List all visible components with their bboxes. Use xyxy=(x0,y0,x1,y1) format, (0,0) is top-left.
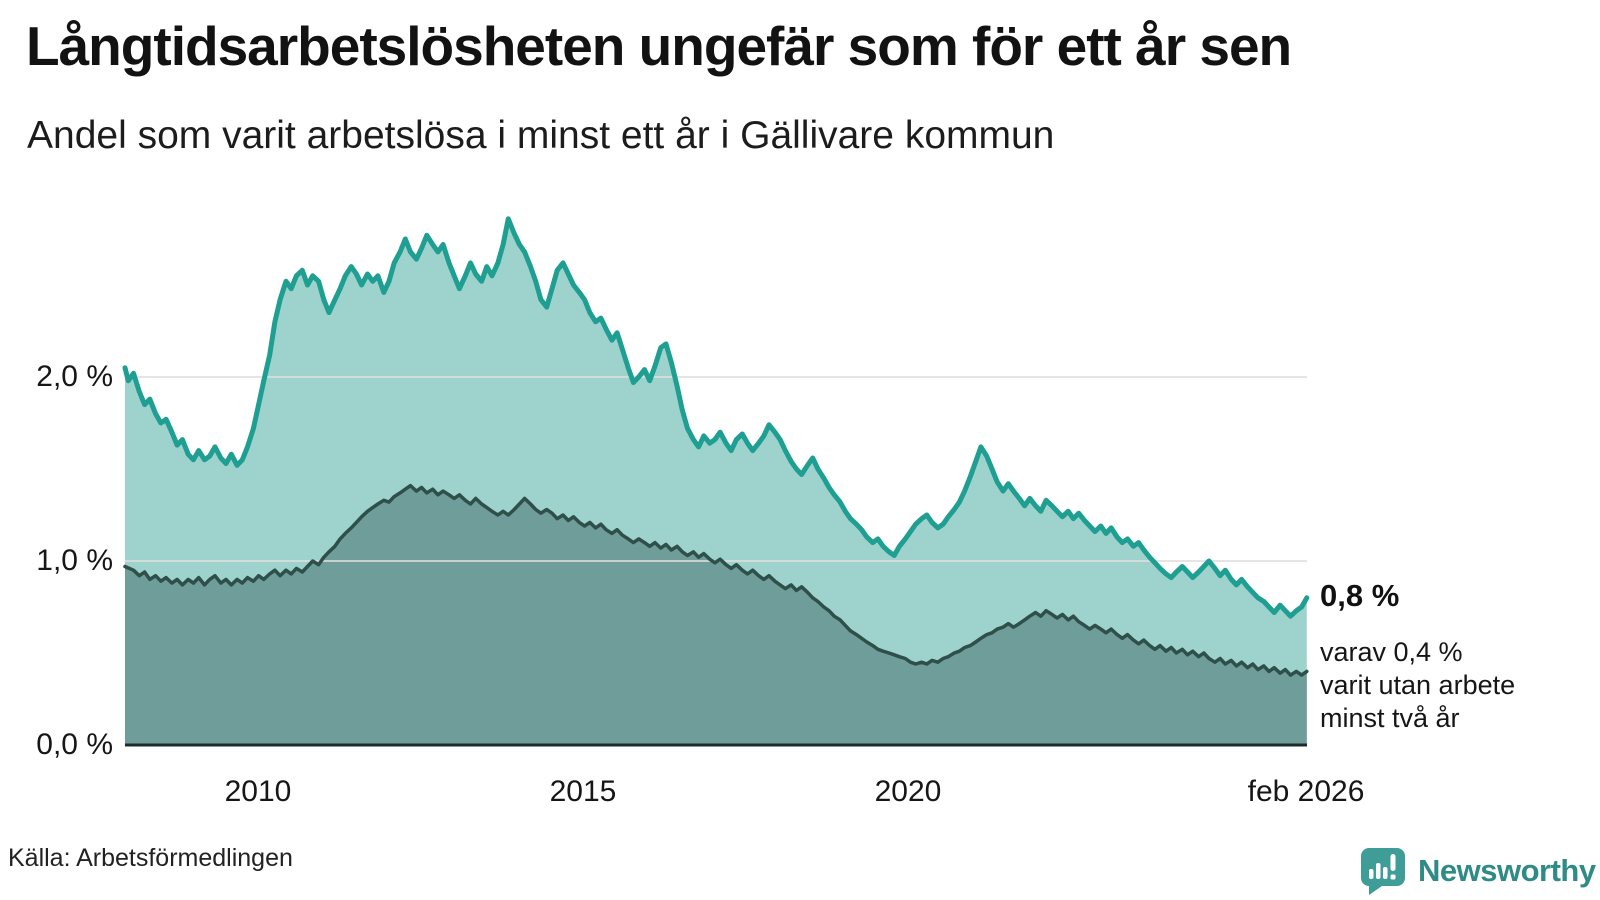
speech-bubble-bar-chart-icon xyxy=(1361,848,1405,895)
newsworthy-wordmark: Newsworthy xyxy=(1418,853,1596,888)
x-axis-tick-2010: 2010 xyxy=(224,775,292,808)
y-axis-tick-0: 0,0 % xyxy=(36,728,113,761)
x-axis-tick-feb-2026: feb 2026 xyxy=(1247,775,1365,808)
unemployed-min-one-year-line xyxy=(122,216,1310,619)
x-axis-tick-2020: 2020 xyxy=(874,775,942,808)
source-credit: Källa: Arbetsförmedlingen xyxy=(8,844,293,872)
chart-title: Långtidsarbetslösheten ungefär som för e… xyxy=(26,15,1292,77)
end-note-line-2: varit utan arbete xyxy=(1320,670,1516,700)
chart-subtitle: Andel som varit arbetslösa i minst ett å… xyxy=(27,114,1055,157)
x-axis-tick-2015: 2015 xyxy=(549,775,617,808)
unemployed-min-two-years-line xyxy=(123,483,1309,677)
end-note-line-1: varav 0,4 % xyxy=(1320,637,1463,667)
unemployed-min-two-years-area xyxy=(125,485,1307,745)
y-axis-tick-1: 1,0 % xyxy=(36,544,113,577)
newsworthy-logo: Newsworthy xyxy=(1358,846,1596,896)
end-value-annotation: 0,8 % xyxy=(1320,578,1400,613)
end-note-line-3: minst två år xyxy=(1320,703,1460,733)
end-note-annotation: varav 0,4 % varit utan arbete minst två … xyxy=(1320,636,1515,735)
y-axis-tick-2: 2,0 % xyxy=(36,360,113,393)
